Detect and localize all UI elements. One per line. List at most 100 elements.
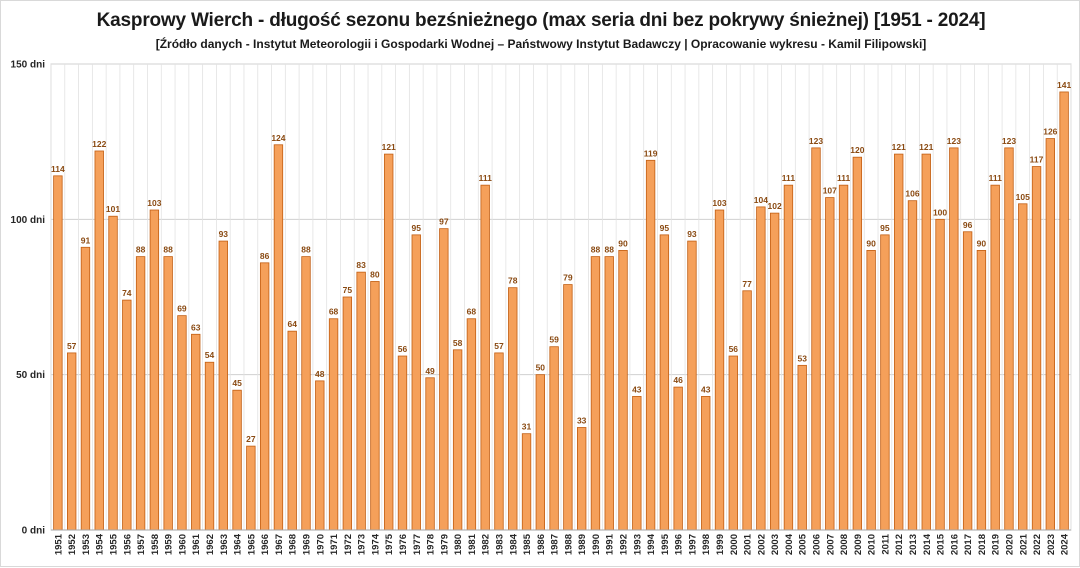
value-label: 96 — [963, 220, 973, 230]
x-tick-label: 1952 — [67, 534, 78, 555]
y-tick-label: 50 dni — [16, 370, 45, 381]
x-tick-label: 1985 — [522, 533, 533, 555]
y-tick-label: 150 dni — [11, 60, 46, 71]
value-label: 91 — [81, 235, 91, 245]
x-tick-label: 2015 — [936, 533, 947, 555]
x-tick-label: 1960 — [177, 534, 188, 555]
x-tick-label: 1969 — [302, 534, 313, 555]
x-tick-label: 1976 — [398, 534, 409, 555]
value-label: 111 — [989, 173, 1003, 183]
value-label: 123 — [947, 136, 961, 146]
value-label: 49 — [425, 366, 435, 376]
value-label: 111 — [782, 173, 796, 183]
bar — [728, 355, 738, 531]
bar — [921, 153, 931, 531]
bar — [273, 144, 284, 531]
bar — [907, 200, 918, 531]
x-tick-label: 2014 — [922, 533, 933, 555]
bar — [301, 256, 311, 531]
x-tick-label: 1999 — [715, 534, 726, 555]
x-tick-label: 1986 — [536, 534, 547, 555]
bar — [67, 352, 77, 531]
value-label: 121 — [892, 142, 906, 152]
value-label: 57 — [494, 341, 504, 351]
value-label: 45 — [232, 378, 242, 388]
bar — [549, 346, 559, 531]
value-label: 88 — [163, 245, 173, 255]
bar — [976, 249, 987, 531]
value-label: 27 — [246, 434, 256, 444]
x-tick-label: 1963 — [219, 534, 230, 555]
bar — [645, 159, 656, 531]
x-tick-label: 1996 — [674, 534, 685, 555]
x-tick-label: 1990 — [591, 534, 602, 555]
bar — [949, 147, 959, 531]
bar — [384, 153, 394, 531]
value-label: 78 — [508, 276, 518, 286]
value-label: 74 — [122, 288, 132, 298]
value-label: 43 — [701, 384, 711, 394]
x-tick-label: 2011 — [880, 533, 891, 554]
value-label: 68 — [467, 307, 477, 317]
x-tick-label: 1987 — [550, 534, 561, 555]
value-label: 56 — [729, 344, 739, 354]
bar — [742, 290, 752, 531]
bar — [618, 249, 628, 531]
value-label: 77 — [742, 279, 752, 289]
x-tick-label: 2022 — [1032, 534, 1043, 555]
value-label: 46 — [673, 375, 683, 385]
x-tick-label: 2024 — [1060, 533, 1071, 555]
x-tick-label: 1978 — [426, 534, 437, 555]
x-tick-label: 2018 — [977, 534, 988, 555]
bar — [315, 380, 325, 531]
x-tick-label: 2016 — [949, 534, 960, 555]
value-label: 124 — [271, 133, 285, 143]
value-label: 57 — [67, 341, 77, 351]
bar — [177, 315, 187, 531]
value-label: 88 — [591, 245, 601, 255]
bar — [108, 215, 118, 531]
value-label: 141 — [1057, 80, 1071, 90]
value-label: 63 — [191, 322, 201, 332]
bar — [122, 299, 132, 531]
value-label: 88 — [301, 245, 311, 255]
value-label: 75 — [343, 285, 353, 295]
value-label: 101 — [106, 204, 120, 214]
value-label: 95 — [660, 223, 670, 233]
bar — [825, 197, 835, 531]
bar — [673, 386, 683, 531]
bar — [287, 330, 297, 531]
x-tick-label: 1971 — [329, 533, 340, 555]
x-tick-label: 1992 — [619, 534, 630, 555]
x-tick-label: 2005 — [798, 533, 809, 555]
bar — [604, 256, 614, 531]
x-tick-label: 1998 — [701, 534, 712, 555]
value-label: 86 — [260, 251, 270, 261]
bar — [1018, 203, 1028, 531]
value-label: 100 — [933, 207, 947, 217]
x-tick-label: 1993 — [632, 534, 643, 555]
x-tick-label: 2001 — [743, 533, 754, 555]
x-tick-label: 2012 — [894, 534, 905, 555]
x-tick-label: 1991 — [605, 533, 616, 555]
y-tick-label: 0 dni — [22, 526, 46, 537]
x-tick-label: 2021 — [1018, 533, 1029, 555]
bar — [701, 396, 711, 531]
bar — [535, 374, 545, 531]
value-label: 123 — [1002, 136, 1016, 146]
bar — [852, 156, 863, 531]
value-label: 31 — [522, 422, 532, 432]
value-label: 111 — [837, 173, 851, 183]
value-label: 106 — [905, 189, 919, 199]
bar — [880, 234, 890, 531]
value-label: 103 — [147, 198, 161, 208]
value-label: 83 — [356, 260, 366, 270]
bar — [149, 209, 160, 531]
bar — [508, 287, 518, 531]
x-tick-label: 1965 — [246, 533, 257, 555]
value-label: 103 — [712, 198, 726, 208]
bar — [769, 212, 780, 531]
x-tick-label: 1989 — [577, 534, 588, 555]
bar — [342, 296, 353, 531]
value-label: 68 — [329, 307, 339, 317]
